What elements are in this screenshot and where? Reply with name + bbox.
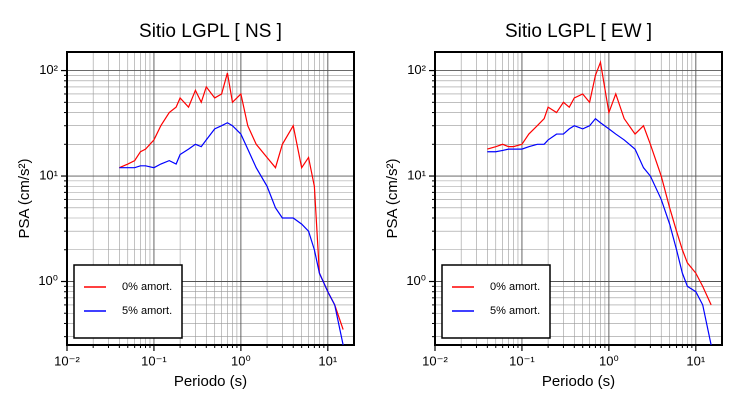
x-tick-label: 10⁻¹: [141, 353, 167, 368]
legend-label: 5% amort.: [490, 305, 540, 317]
plot-frame: [434, 51, 723, 346]
y-tick-label: 10²: [407, 62, 426, 77]
chart: 10⁻² 10⁻¹ 10⁰ 10¹ 10⁰ 10¹ 10² Sitio LGPL [ NS ]…: [16, 21, 355, 390]
legend-label: 0% amort.: [490, 281, 540, 293]
chart-title: Sitio LGPL [ NS ]: [139, 21, 282, 42]
chart-title: Sitio LGPL [ EW ]: [505, 21, 652, 42]
y-tick-label: 10⁰: [38, 273, 58, 288]
x-tick-label: 10⁻²: [54, 353, 80, 368]
y-axis-label: PSA (cm/s²): [16, 158, 33, 238]
x-tick-label: 10⁻¹: [509, 353, 535, 368]
x-tick-label: 10¹: [318, 353, 337, 368]
y-tick-label: 10¹: [407, 167, 426, 182]
x-tick-label: 10¹: [686, 353, 705, 368]
y-tick-label: 10¹: [39, 167, 58, 182]
legend-box: [73, 264, 183, 339]
legend-label: 0% amort.: [122, 281, 172, 293]
y-tick-label: 10²: [39, 62, 58, 77]
data-line: [119, 72, 344, 330]
legend-label: 5% amort.: [122, 305, 172, 317]
y-axis-label: PSA (cm/s²): [384, 158, 401, 238]
x-tick-label: 10⁰: [231, 353, 251, 368]
data-line: [487, 117, 712, 346]
y-tick-label: 10⁰: [406, 273, 426, 288]
x-tick-label: 10⁰: [599, 353, 619, 368]
plot-frame: [66, 51, 355, 346]
x-axis-label: Periodo (s): [174, 373, 247, 390]
x-tick-label: 10⁻²: [422, 353, 448, 368]
data-line: [119, 122, 344, 346]
legend-box: [441, 264, 551, 339]
chart: 10⁻² 10⁻¹ 10⁰ 10¹ 10⁰ 10¹ 10² Sitio LGPL [ EW ]…: [384, 21, 723, 390]
x-axis-label: Periodo (s): [542, 373, 615, 390]
data-line: [487, 59, 712, 306]
